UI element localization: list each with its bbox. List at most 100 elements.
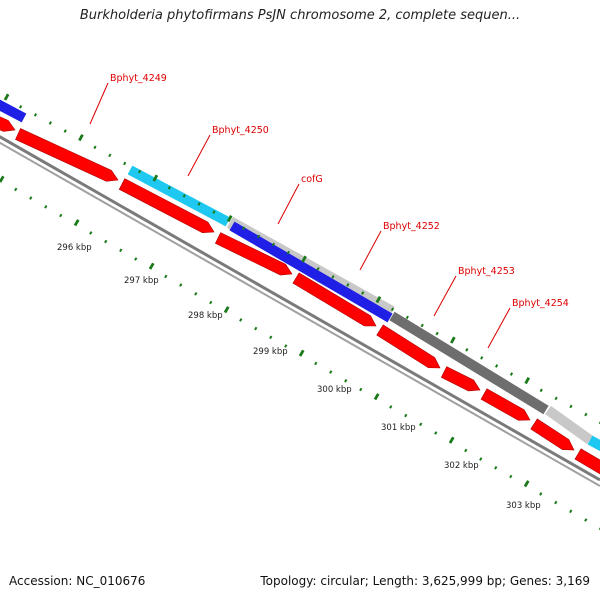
gene-label-1[interactable]: Bphyt_4250 <box>212 125 269 136</box>
upper-tick-20 <box>301 255 307 263</box>
lower-tick-18 <box>269 335 273 340</box>
gene-label-0[interactable]: Bphyt_4249 <box>110 73 167 84</box>
lower-tick-38 <box>569 509 573 514</box>
upper-tick-1 <box>18 104 23 109</box>
lower-tick-15 <box>223 306 230 314</box>
gene-label-3[interactable]: Bphyt_4252 <box>383 221 440 232</box>
upper-tick-37 <box>554 396 558 401</box>
upper-tick-12 <box>182 194 186 198</box>
cyan-gene-bar[interactable] <box>127 165 231 227</box>
lower-tick-7 <box>104 239 108 244</box>
gene-label-leader-4 <box>433 275 457 317</box>
lower-tick-31 <box>464 448 468 453</box>
upper-tick-2 <box>33 113 38 117</box>
upper-tick-16 <box>242 226 246 231</box>
upper-tick-22 <box>331 275 335 279</box>
scale-label-3: 299 kbp <box>253 347 288 357</box>
gene-label-2[interactable]: cofG <box>301 174 323 185</box>
backbone-outer-line <box>0 135 600 482</box>
upper-tick-38 <box>569 404 573 409</box>
red-gene-arrow-2[interactable] <box>118 178 215 233</box>
lower-tick-27 <box>404 413 408 418</box>
upper-tick-3 <box>48 121 52 125</box>
upper-tick-15 <box>226 215 233 223</box>
upper-tick-4 <box>63 129 67 133</box>
lower-tick-20 <box>298 349 305 357</box>
backbone-inner-line <box>0 141 600 487</box>
upper-tick-26 <box>390 307 395 312</box>
scale-label-2: 298 kbp <box>188 311 223 321</box>
accession-text: Accession: NC_010676 <box>9 574 146 588</box>
upper-tick-0 <box>3 93 10 101</box>
upper-tick-11 <box>167 185 171 190</box>
lower-tick-32 <box>479 457 483 461</box>
red-gene-arrow-8[interactable] <box>530 418 575 451</box>
gene-label-4[interactable]: Bphyt_4253 <box>458 266 515 277</box>
lower-tick-0 <box>0 175 5 183</box>
lower-tick-28 <box>419 422 423 427</box>
lower-tick-4 <box>59 213 63 218</box>
upper-tick-10 <box>152 174 159 182</box>
lower-tick-35 <box>523 480 530 488</box>
red-gene-arrow-1[interactable] <box>15 128 119 182</box>
lower-tick-21 <box>314 361 318 366</box>
lower-tick-26 <box>389 405 393 409</box>
cyan-gene-bar-edge[interactable] <box>587 435 600 452</box>
gene-label-leader-5 <box>487 307 511 349</box>
red-gene-arrow-5[interactable] <box>376 324 441 369</box>
lower-tick-39 <box>584 518 588 522</box>
upper-tick-29 <box>435 331 439 336</box>
upper-tick-27 <box>405 315 409 320</box>
upper-tick-14 <box>212 210 216 214</box>
lower-tick-14 <box>209 300 213 305</box>
gene-label-leader-3 <box>359 230 382 271</box>
lower-tick-13 <box>194 292 198 296</box>
blue-gene-bar-1[interactable] <box>229 221 393 323</box>
upper-tick-5 <box>78 134 84 142</box>
scale-label-4: 300 kbp <box>317 385 352 395</box>
lower-tick-23 <box>344 379 348 383</box>
blue-gene-bar-0[interactable] <box>0 99 27 123</box>
gene-label-leader-0 <box>89 82 109 125</box>
upper-tick-9 <box>137 169 142 174</box>
red-gene-arrow-9[interactable] <box>574 448 600 475</box>
upper-tick-7 <box>108 153 112 158</box>
lower-tick-36 <box>539 492 543 496</box>
dark-gray-gene-bar[interactable] <box>389 311 549 415</box>
lower-tick-9 <box>134 257 138 261</box>
upper-tick-24 <box>361 291 365 295</box>
lower-tick-22 <box>329 370 333 374</box>
upper-tick-39 <box>584 412 588 417</box>
upper-tick-19 <box>286 250 290 255</box>
red-gene-arrow-3[interactable] <box>214 232 293 276</box>
scale-label-6: 302 kbp <box>444 461 479 471</box>
lower-tick-2 <box>29 196 33 200</box>
gene-label-leader-1 <box>187 134 211 177</box>
scale-label-7: 303 kbp <box>506 501 541 511</box>
lower-tick-25 <box>373 393 380 401</box>
lower-tick-12 <box>179 283 183 287</box>
upper-tick-30 <box>450 336 456 344</box>
red-gene-arrow-0[interactable] <box>0 113 16 132</box>
scale-label-1: 297 kbp <box>124 276 159 286</box>
lower-tick-33 <box>494 466 498 470</box>
lower-tick-30 <box>448 436 455 444</box>
lower-tick-11 <box>164 274 168 279</box>
upper-tick-21 <box>316 266 320 271</box>
red-gene-arrow-6[interactable] <box>440 366 481 392</box>
lower-tick-29 <box>434 431 438 435</box>
topology-text: Topology: circular; Length: 3,625,999 bp… <box>260 574 590 588</box>
lower-tick-34 <box>509 474 513 479</box>
lower-tick-17 <box>254 326 258 331</box>
lower-tick-1 <box>14 187 18 192</box>
gene-label-5[interactable]: Bphyt_4254 <box>512 298 569 309</box>
upper-tick-18 <box>271 242 276 247</box>
scale-label-5: 301 kbp <box>381 423 416 433</box>
lower-tick-19 <box>284 344 288 348</box>
upper-tick-8 <box>123 161 127 166</box>
red-gene-arrow-7[interactable] <box>480 388 531 421</box>
gray-gene-bar-1[interactable] <box>545 405 593 445</box>
red-gene-arrow-4[interactable] <box>292 272 377 327</box>
upper-tick-23 <box>346 283 350 287</box>
